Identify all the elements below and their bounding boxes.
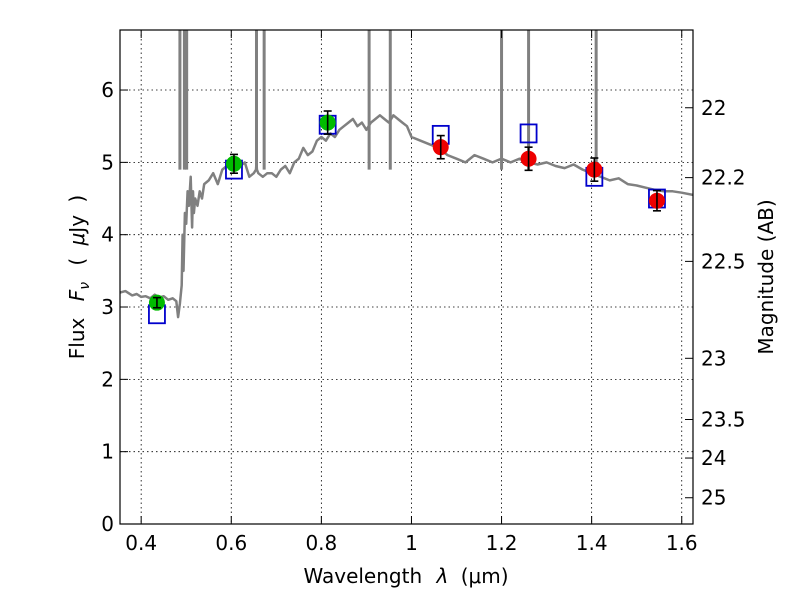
plot-area	[120, 30, 693, 325]
y2-axis-title: Magnitude (AB)	[754, 199, 778, 354]
y2-tick-label: 22	[701, 96, 726, 120]
axis-ticks: 0.4 0.6 0.8 1 1.2 1.4 1.601234562222.222.52323…	[101, 30, 746, 555]
x-tick-label: 0.6	[215, 531, 247, 555]
x-tick-label: 1.2	[486, 531, 518, 555]
x-tick-label: 0.4	[125, 531, 157, 555]
plot-frame	[119, 29, 694, 525]
series-group	[120, 30, 693, 325]
y2-tick-label: 22.5	[701, 249, 746, 273]
x-tick-label: 0.8	[305, 531, 337, 555]
x-tick-label: 1	[405, 531, 418, 555]
y-tick-label: 3	[101, 295, 114, 319]
y-axis-title: Flux Fν ( μJy )	[65, 195, 94, 359]
grid	[120, 30, 693, 525]
y2-tick-label: 25	[701, 486, 726, 510]
y-tick-label: 1	[101, 440, 114, 464]
model-sed-line	[120, 114, 693, 319]
y2-tick-label: 22.2	[701, 166, 746, 190]
y-tick-label: 5	[101, 150, 114, 174]
y2-tick-label: 23.5	[701, 407, 746, 431]
x-axis-title: Wavelength λ (μm)	[303, 564, 508, 588]
y-tick-label: 6	[101, 78, 114, 102]
y2-tick-label: 23	[701, 346, 726, 370]
x-tick-label: 1.6	[666, 531, 698, 555]
model-photometry-square	[519, 123, 538, 144]
x-tick-label: 1.4	[576, 531, 608, 555]
y-tick-label: 4	[101, 223, 114, 247]
y-tick-label: 2	[101, 367, 114, 391]
y-tick-label: 0	[101, 512, 114, 536]
y2-tick-label: 24	[701, 446, 726, 470]
